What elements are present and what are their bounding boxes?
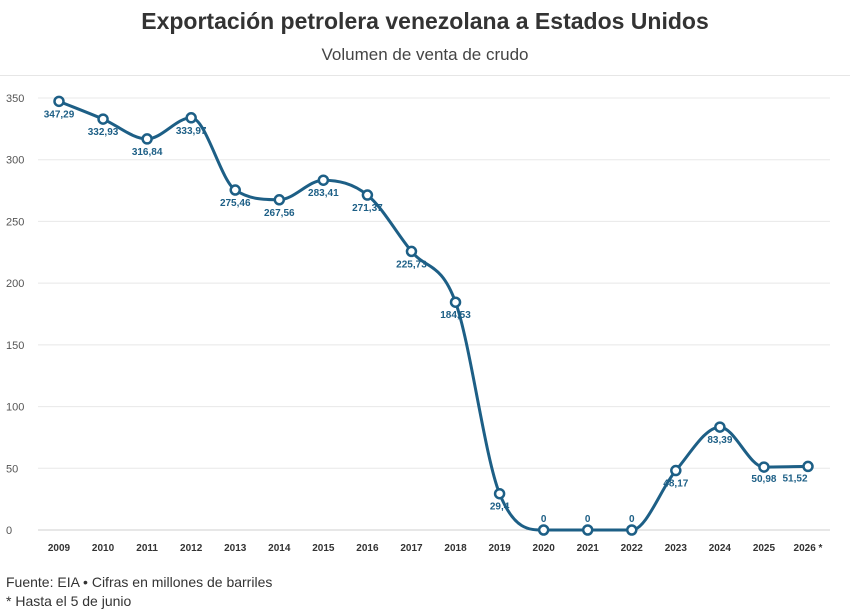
data-point[interactable] xyxy=(229,184,241,196)
x-tick-label: 2022 xyxy=(621,543,644,554)
x-tick-label: 2024 xyxy=(709,543,732,554)
x-tick-label: 2017 xyxy=(400,543,423,554)
data-points xyxy=(53,95,814,536)
x-tick-label: 2026 * xyxy=(794,543,823,554)
data-point[interactable] xyxy=(53,95,65,108)
chart-subtitle: Volumen de venta de crudo xyxy=(321,45,529,64)
data-point[interactable] xyxy=(493,487,506,500)
data-labels: 347,29 332,93 316,84 333,97 275,46 267,56 283,… xyxy=(44,109,808,525)
y-tick-label: 50 xyxy=(6,463,18,475)
x-tick-label: 2018 xyxy=(444,543,467,554)
data-label: 283,41 xyxy=(308,188,339,199)
y-tick-label: 0 xyxy=(6,525,12,537)
data-point[interactable] xyxy=(758,461,770,473)
data-label: 48,17 xyxy=(663,479,688,490)
y-tick-label: 150 xyxy=(6,340,24,352)
data-label: 267,56 xyxy=(264,208,295,219)
x-tick-label: 2014 xyxy=(268,543,291,554)
series-line xyxy=(57,99,810,532)
data-label: 0 xyxy=(585,514,591,525)
data-point[interactable] xyxy=(273,194,286,206)
x-tick-label: 2019 xyxy=(488,543,511,554)
x-tick-label: 2016 xyxy=(356,543,379,554)
data-label: 347,29 xyxy=(44,109,75,120)
data-point[interactable] xyxy=(97,113,109,125)
data-point[interactable] xyxy=(714,421,726,433)
data-label: 51,52 xyxy=(782,473,807,484)
data-point[interactable] xyxy=(405,245,418,258)
data-label: 316,84 xyxy=(132,147,163,158)
x-tick-label: 2023 xyxy=(665,543,688,554)
x-tick-label: 2010 xyxy=(92,543,115,554)
source-note: Fuente: EIA • Cifras en millones de barr… xyxy=(6,574,273,590)
y-tick-label: 300 xyxy=(6,155,24,167)
y-tick-label: 100 xyxy=(6,402,24,414)
data-point[interactable] xyxy=(537,524,550,536)
data-point[interactable] xyxy=(626,524,638,536)
data-label: 0 xyxy=(541,514,547,525)
x-tick-label: 2013 xyxy=(224,543,247,554)
x-tick-label: 2015 xyxy=(312,543,335,554)
data-label: 225,73 xyxy=(396,259,427,270)
x-tick-label: 2025 xyxy=(753,543,776,554)
data-point[interactable] xyxy=(141,133,153,145)
x-axis-ticks: 2009 2010 2011 2012 2013 2014 2015 2016 2017 2018… xyxy=(48,543,823,554)
data-label: 50,98 xyxy=(751,474,776,485)
data-label: 184,53 xyxy=(440,310,471,321)
data-label: 0 xyxy=(629,514,635,525)
data-point[interactable] xyxy=(317,174,330,186)
gridlines xyxy=(38,97,830,531)
data-label: 83,39 xyxy=(707,435,732,446)
x-tick-label: 2009 xyxy=(48,543,71,554)
y-tick-label: 250 xyxy=(6,216,24,228)
data-label: 275,46 xyxy=(220,198,251,209)
header-divider xyxy=(0,75,850,76)
data-label: 271,37 xyxy=(352,203,383,214)
data-point[interactable] xyxy=(670,464,682,477)
data-point[interactable] xyxy=(361,189,374,201)
x-tick-label: 2021 xyxy=(577,543,600,554)
footnote: * Hasta el 5 de junio xyxy=(6,593,132,609)
data-point[interactable] xyxy=(581,524,594,536)
chart-title: Exportación petrolera venezolana a Estad… xyxy=(141,8,709,34)
y-axis-ticks: 0 50 100 150 200 250 300 350 xyxy=(6,93,24,537)
data-point[interactable] xyxy=(185,112,197,124)
x-tick-label: 2011 xyxy=(136,543,158,554)
series-line-path xyxy=(57,99,810,532)
x-tick-label: 2020 xyxy=(533,543,556,554)
data-label: 333,97 xyxy=(176,126,207,137)
data-label: 332,93 xyxy=(88,127,119,138)
data-label: 29,4 xyxy=(490,502,510,513)
y-tick-label: 200 xyxy=(6,278,24,290)
x-tick-label: 2012 xyxy=(180,543,203,554)
data-point[interactable] xyxy=(449,296,462,308)
data-point[interactable] xyxy=(802,460,814,473)
y-tick-label: 350 xyxy=(6,93,24,105)
